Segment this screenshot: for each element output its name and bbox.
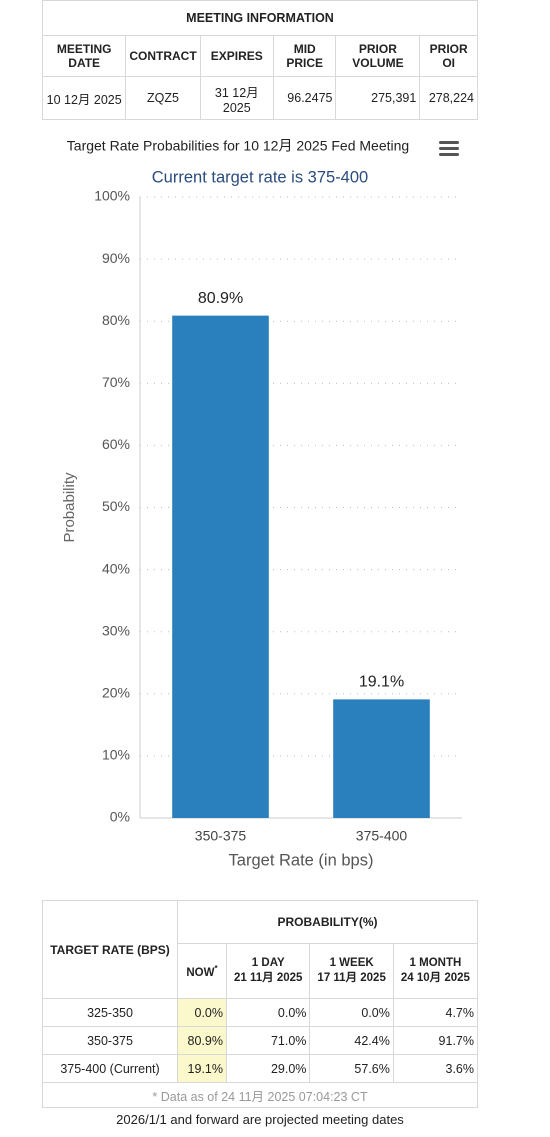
table-cell: 31 12月 2025 — [199, 76, 274, 120]
x-tick-label: 375-400 — [356, 828, 408, 844]
column-label: NOW — [186, 966, 215, 979]
menu-button[interactable] — [439, 141, 459, 156]
column-date: 21 11月 2025 — [234, 972, 303, 984]
table-cell: 375-400 (Current) — [42, 1054, 178, 1083]
table-row: TARGET RATE (BPS) PROBABILITY(%) — [42, 900, 478, 999]
column-header: 1 DAY 21 11月 2025 — [225, 943, 311, 999]
column-header: 1 WEEK 17 11月 2025 — [309, 943, 394, 999]
y-tick-label: 60% — [102, 436, 130, 452]
table-cell: 71.0% — [225, 1026, 311, 1055]
table-cell: 91.7% — [392, 1026, 479, 1055]
column-header: MEETING DATE — [41, 35, 127, 77]
table-cell: 0.0% — [225, 998, 311, 1027]
now-marker: * — [214, 963, 218, 973]
column-header: MID PRICE — [272, 35, 337, 77]
table-cell: 80.9% — [177, 1026, 227, 1055]
y-tick-label: 20% — [102, 685, 130, 701]
table-cell: 57.6% — [309, 1054, 394, 1083]
group-header: PROBABILITY(%) — [177, 900, 478, 944]
table-row: MEETING DATE CONTRACT EXPIRES MID PRICE PRIO… — [41, 35, 478, 77]
column-header: PRIOR OI — [419, 35, 478, 77]
table-row: 375-400 (Current) 19.1% 29.0% 57.6% 3.6% — [42, 1054, 479, 1083]
menu-bar — [439, 141, 459, 144]
column-date: 17 11月 2025 — [317, 972, 386, 984]
column-header: PRIOR VOLUME — [335, 35, 421, 77]
y-tick-label: 10% — [102, 747, 130, 763]
y-tick-label: 0% — [110, 809, 130, 825]
table-cell: 19.1% — [177, 1054, 227, 1083]
column-header: 1 MONTH 24 10月 2025 — [392, 943, 479, 999]
table-row: MEETING INFORMATION — [42, 0, 478, 36]
table-cell: 0.0% — [309, 998, 394, 1027]
column-header: NOW* — [177, 943, 227, 999]
column-label: 1 DAY — [251, 957, 285, 969]
y-tick-label: 40% — [102, 560, 130, 576]
y-tick-label: 90% — [102, 250, 130, 266]
probability-table: TARGET RATE (BPS) PROBABILITY(%) NOW* 1 DAY… — [42, 900, 479, 1108]
menu-bar — [439, 153, 459, 156]
bar — [172, 315, 269, 818]
table-row: 325-350 0.0% 0.0% 0.0% 4.7% — [42, 998, 479, 1027]
data-label: 80.9% — [198, 290, 243, 307]
chart-title: Target Rate Probabilities for 10 12月 202… — [67, 138, 409, 154]
table-cell: ZQZ5 — [125, 76, 201, 120]
table-row: 350-375 80.9% 71.0% 42.4% 91.7% — [42, 1026, 479, 1055]
table-cell: 42.4% — [309, 1026, 394, 1055]
table-cell: 0.0% — [177, 998, 227, 1027]
table-title: MEETING INFORMATION — [42, 0, 478, 36]
table-cell: 3.6% — [392, 1054, 479, 1083]
column-label: 1 MONTH — [409, 957, 462, 969]
data-label: 19.1% — [359, 674, 404, 691]
table-row: 10 12月 2025 ZQZ5 31 12月 2025 96.2475 275,391… — [41, 76, 478, 120]
table-row: NOW* 1 DAY 21 11月 2025 1 WEEK 17 11月 2025 1 M… — [43, 943, 479, 999]
table-cell: 275,391 — [335, 76, 421, 120]
table-row: * Data as of 24 11月 2025 07:04:23 CT — [42, 1082, 478, 1108]
meeting-table: MEETING INFORMATION MEETING DATE CONTRACT E… — [41, 0, 478, 120]
table-cell: 96.2475 — [272, 76, 337, 120]
chart-subtitle: Current target rate is 375-400 — [152, 168, 368, 186]
column-header: CONTRACT — [125, 35, 201, 77]
y-tick-label: 80% — [102, 312, 130, 328]
bar — [333, 699, 430, 818]
data-note: * Data as of 24 11月 2025 07:04:23 CT — [42, 1082, 478, 1108]
table-cell: 325-350 — [42, 998, 178, 1027]
table-cell: 4.7% — [392, 998, 479, 1027]
y-tick-label: 30% — [102, 622, 130, 638]
y-tick-label: 70% — [102, 374, 130, 390]
table-cell: 278,224 — [419, 76, 478, 120]
footer-note: 2026/1/1 and forward are projected meeti… — [116, 1112, 404, 1127]
y-tick-label: 50% — [102, 498, 130, 514]
column-header: EXPIRES — [199, 35, 274, 77]
row-header: TARGET RATE (BPS) — [42, 900, 178, 999]
column-label: 1 WEEK — [329, 957, 374, 969]
x-axis-label: Target Rate (in bps) — [229, 851, 374, 869]
menu-bar — [439, 147, 459, 150]
y-axis-label: Probability — [61, 472, 78, 543]
column-date: 24 10月 2025 — [400, 972, 470, 984]
chart: Target Rate Probabilities for 10 12月 202… — [42, 125, 478, 890]
y-tick-label: 100% — [94, 188, 130, 204]
table-cell: 29.0% — [225, 1054, 311, 1083]
table-cell: 350-375 — [42, 1026, 178, 1055]
table-cell: 10 12月 2025 — [41, 76, 127, 120]
x-tick-label: 350-375 — [195, 828, 247, 844]
